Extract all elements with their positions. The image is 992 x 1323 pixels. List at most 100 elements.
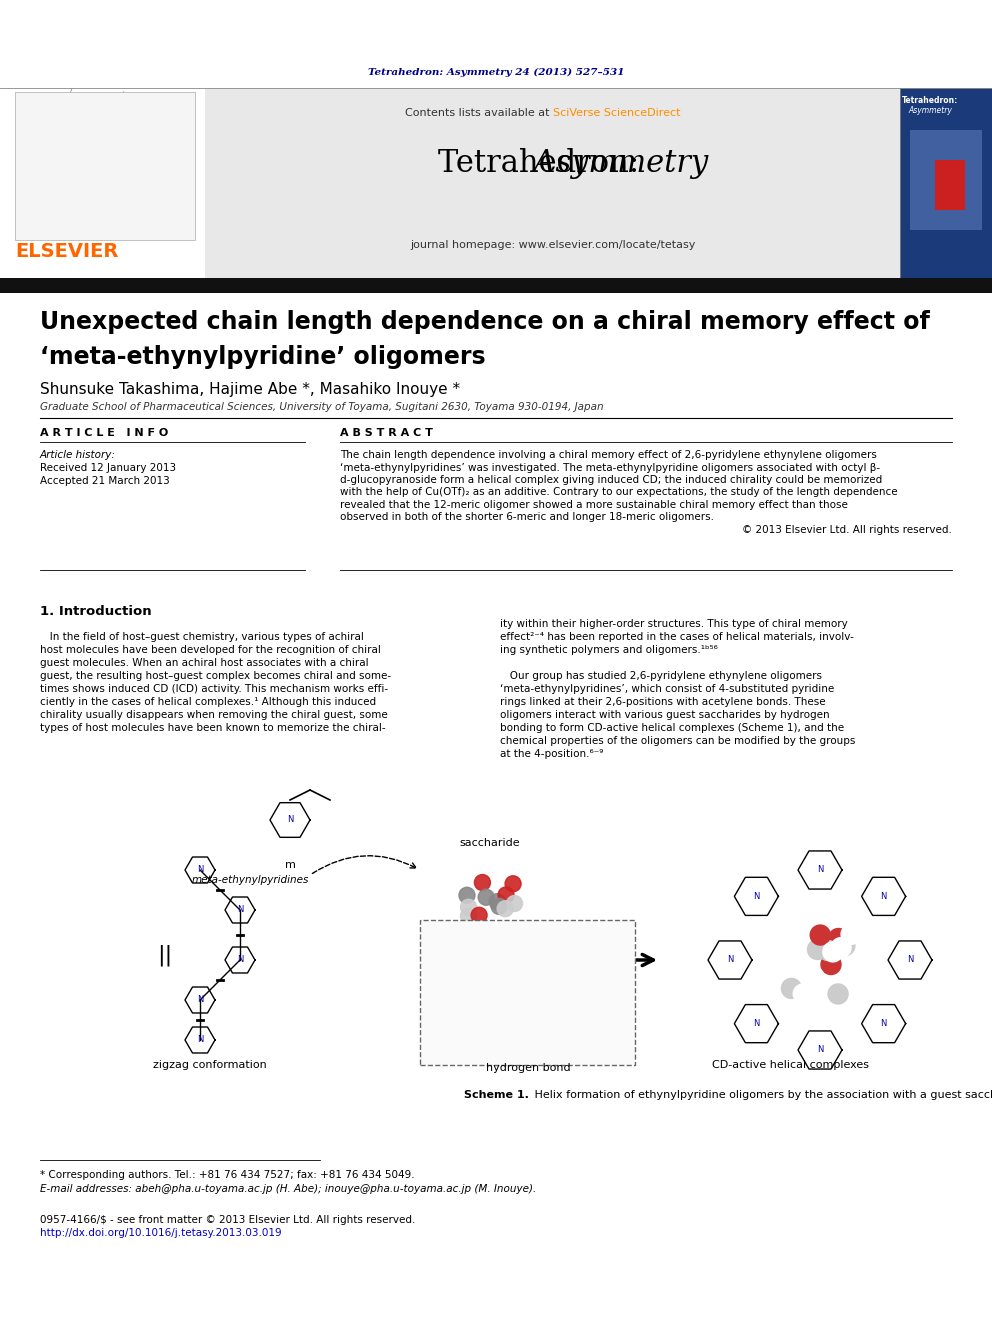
Text: host molecules have been developed for the recognition of chiral: host molecules have been developed for t… (40, 646, 381, 655)
Circle shape (828, 929, 848, 949)
Text: N: N (881, 892, 887, 901)
Circle shape (471, 908, 487, 923)
Text: meta-ethynylpyridines: meta-ethynylpyridines (191, 875, 309, 885)
Text: ||: || (158, 945, 173, 966)
Circle shape (459, 888, 475, 904)
Text: The chain length dependence involving a chiral memory effect of 2,6-pyridylene e: The chain length dependence involving a … (340, 450, 877, 460)
Text: ‘meta-ethynylpyridines’, which consist of 4-substituted pyridine: ‘meta-ethynylpyridines’, which consist o… (500, 684, 834, 695)
Text: N: N (727, 955, 733, 964)
Text: N: N (753, 1019, 760, 1028)
Text: * Corresponding authors. Tel.: +81 76 434 7527; fax: +81 76 434 5049.: * Corresponding authors. Tel.: +81 76 43… (40, 1170, 415, 1180)
Text: Asymmetry: Asymmetry (398, 148, 708, 179)
Text: In the field of host–guest chemistry, various types of achiral: In the field of host–guest chemistry, va… (40, 632, 364, 642)
Circle shape (460, 900, 476, 916)
Text: ing synthetic polymers and oligomers.¹ᵇ⁵⁶: ing synthetic polymers and oligomers.¹ᵇ⁵… (500, 646, 718, 655)
Text: Contents lists available at: Contents lists available at (405, 108, 553, 118)
Text: Our group has studied 2,6-pyridylene ethynylene oligomers: Our group has studied 2,6-pyridylene eth… (500, 671, 822, 681)
Text: N: N (487, 986, 493, 995)
Text: N: N (196, 865, 203, 875)
Text: bonding to form CD-active helical complexes (Scheme 1), and the: bonding to form CD-active helical comple… (500, 722, 844, 733)
Text: Accepted 21 March 2013: Accepted 21 March 2013 (40, 476, 170, 486)
Text: N: N (547, 951, 554, 960)
Circle shape (823, 942, 843, 962)
Text: N: N (237, 905, 243, 914)
Text: effect²⁻⁴ has been reported in the cases of helical materials, involv-: effect²⁻⁴ has been reported in the cases… (500, 632, 854, 642)
Text: N: N (816, 1045, 823, 1054)
Text: types of host molecules have been known to memorize the chiral-: types of host molecules have been known … (40, 722, 386, 733)
Text: A R T I C L E   I N F O: A R T I C L E I N F O (40, 429, 169, 438)
Text: N: N (196, 995, 203, 1004)
Circle shape (818, 941, 838, 960)
Text: Scheme 1.: Scheme 1. (463, 1090, 529, 1099)
Circle shape (474, 875, 490, 890)
Text: SciVerse ScienceDirect: SciVerse ScienceDirect (553, 108, 681, 118)
Circle shape (478, 889, 494, 905)
Text: ciently in the cases of helical complexes.¹ Although this induced: ciently in the cases of helical complexe… (40, 697, 376, 706)
Text: N: N (816, 865, 823, 875)
Text: rings linked at their 2,6-positions with acetylene bonds. These: rings linked at their 2,6-positions with… (500, 697, 825, 706)
Text: Tetrahedron: Asymmetry 24 (2013) 527–531: Tetrahedron: Asymmetry 24 (2013) 527–531 (368, 67, 624, 77)
Text: E-mail addresses: abeh@pha.u-toyama.ac.jp (H. Abe); inouye@pha.u-toyama.ac.jp (M: E-mail addresses: abeh@pha.u-toyama.ac.j… (40, 1184, 537, 1193)
Text: N: N (287, 815, 294, 824)
Text: guest, the resulting host–guest complex becomes chiral and some-: guest, the resulting host–guest complex … (40, 671, 391, 681)
Text: saccharide: saccharide (459, 837, 521, 848)
Text: zigzag conformation: zigzag conformation (153, 1060, 267, 1070)
Text: ity within their higher-order structures. This type of chiral memory: ity within their higher-order structures… (500, 619, 848, 628)
Text: Helix formation of ethynylpyridine oligomers by the association with a guest sac: Helix formation of ethynylpyridine oligo… (531, 1090, 992, 1099)
Text: CD-active helical complexes: CD-active helical complexes (711, 1060, 869, 1070)
Circle shape (821, 954, 841, 975)
Text: guest molecules. When an achiral host associates with a chiral: guest molecules. When an achiral host as… (40, 658, 369, 668)
Text: N: N (881, 1019, 887, 1028)
Text: N: N (507, 951, 513, 960)
Text: A B S T R A C T: A B S T R A C T (340, 429, 433, 438)
Text: ‘meta-ethynylpyridine’ oligomers: ‘meta-ethynylpyridine’ oligomers (40, 345, 486, 369)
Text: oligomers interact with various guest saccharides by hydrogen: oligomers interact with various guest sa… (500, 710, 829, 720)
Text: chemical properties of the oligomers can be modified by the groups: chemical properties of the oligomers can… (500, 736, 855, 746)
Text: chirality usually disappears when removing the chiral guest, some: chirality usually disappears when removi… (40, 710, 388, 720)
Circle shape (460, 908, 476, 923)
Text: Tetrahedron:: Tetrahedron: (437, 148, 669, 179)
Text: Tetrahedron:: Tetrahedron: (902, 97, 958, 105)
Text: with the help of Cu(OTf)₂ as an additive. Contrary to our expectations, the stud: with the help of Cu(OTf)₂ as an additive… (340, 487, 898, 497)
Text: ‘meta-ethynylpyridines’ was investigated. The meta-ethynylpyridine oligomers ass: ‘meta-ethynylpyridines’ was investigated… (340, 463, 880, 472)
Text: 1. Introduction: 1. Introduction (40, 605, 152, 618)
Circle shape (782, 979, 802, 999)
Text: Asymmetry: Asymmetry (908, 106, 952, 115)
Text: Shunsuke Takashima, Hajime Abe *, Masahiko Inouye *: Shunsuke Takashima, Hajime Abe *, Masahi… (40, 382, 460, 397)
Text: © 2013 Elsevier Ltd. All rights reserved.: © 2013 Elsevier Ltd. All rights reserved… (742, 525, 952, 534)
Circle shape (505, 876, 521, 892)
Text: N: N (907, 955, 914, 964)
Circle shape (841, 925, 861, 945)
Circle shape (491, 898, 507, 914)
Text: Graduate School of Pharmaceutical Sciences, University of Toyama, Sugitani 2630,: Graduate School of Pharmaceutical Scienc… (40, 402, 603, 411)
Circle shape (489, 893, 505, 910)
Circle shape (810, 925, 830, 945)
Text: N: N (196, 1036, 203, 1044)
Text: http://dx.doi.org/10.1016/j.tetasy.2013.03.019: http://dx.doi.org/10.1016/j.tetasy.2013.… (40, 1228, 282, 1238)
Text: hydrogen bond: hydrogen bond (486, 1062, 570, 1073)
Circle shape (805, 967, 824, 988)
Circle shape (835, 935, 855, 955)
Circle shape (795, 918, 814, 938)
Text: Article history:: Article history: (40, 450, 116, 460)
Text: journal homepage: www.elsevier.com/locate/tetasy: journal homepage: www.elsevier.com/locat… (411, 239, 695, 250)
Circle shape (831, 938, 851, 958)
Circle shape (507, 896, 523, 912)
Text: 0957-4166/$ - see front matter © 2013 Elsevier Ltd. All rights reserved.: 0957-4166/$ - see front matter © 2013 El… (40, 1215, 416, 1225)
Text: Received 12 January 2013: Received 12 January 2013 (40, 463, 177, 474)
Text: at the 4-position.⁶⁻⁹: at the 4-position.⁶⁻⁹ (500, 749, 603, 759)
Text: N: N (566, 986, 573, 995)
Text: revealed that the 12-meric oligomer showed a more sustainable chiral memory effe: revealed that the 12-meric oligomer show… (340, 500, 848, 509)
Circle shape (807, 939, 827, 959)
Text: ELSEVIER: ELSEVIER (15, 242, 118, 261)
Circle shape (497, 901, 513, 917)
Text: N: N (237, 955, 243, 964)
Circle shape (794, 984, 813, 1004)
Text: times shows induced CD (ICD) activity. This mechanism works effi-: times shows induced CD (ICD) activity. T… (40, 684, 388, 695)
Text: Unexpected chain length dependence on a chiral memory effect of: Unexpected chain length dependence on a … (40, 310, 930, 333)
Circle shape (498, 886, 514, 904)
Text: observed in both of the shorter 6-meric and longer 18-meric oligomers.: observed in both of the shorter 6-meric … (340, 512, 714, 523)
Circle shape (828, 984, 848, 1004)
Circle shape (813, 935, 833, 955)
Text: m: m (285, 860, 296, 871)
